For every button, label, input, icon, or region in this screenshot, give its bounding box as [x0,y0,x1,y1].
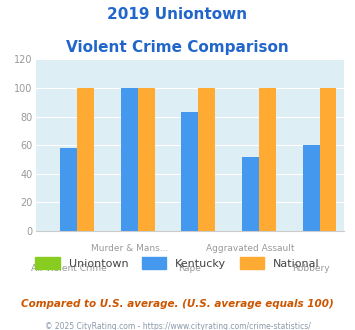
Bar [138,88,155,231]
Bar [242,157,259,231]
Text: All Violent Crime: All Violent Crime [31,264,107,273]
Legend: Uniontown, Kentucky, National: Uniontown, Kentucky, National [31,253,324,273]
Text: Rape: Rape [179,264,201,273]
Bar [77,88,94,231]
Bar [302,145,320,231]
Text: Murder & Mans...: Murder & Mans... [91,244,168,253]
Bar [60,148,77,231]
Text: Aggravated Assault: Aggravated Assault [206,244,295,253]
Text: Violent Crime Comparison: Violent Crime Comparison [66,40,289,54]
Bar [181,112,198,231]
Text: Robbery: Robbery [292,264,330,273]
Text: Compared to U.S. average. (U.S. average equals 100): Compared to U.S. average. (U.S. average … [21,299,334,309]
Bar [320,88,337,231]
Bar [121,88,138,231]
Bar [259,88,276,231]
Bar [198,88,215,231]
Text: 2019 Uniontown: 2019 Uniontown [108,7,247,21]
Text: © 2025 CityRating.com - https://www.cityrating.com/crime-statistics/: © 2025 CityRating.com - https://www.city… [45,322,310,330]
